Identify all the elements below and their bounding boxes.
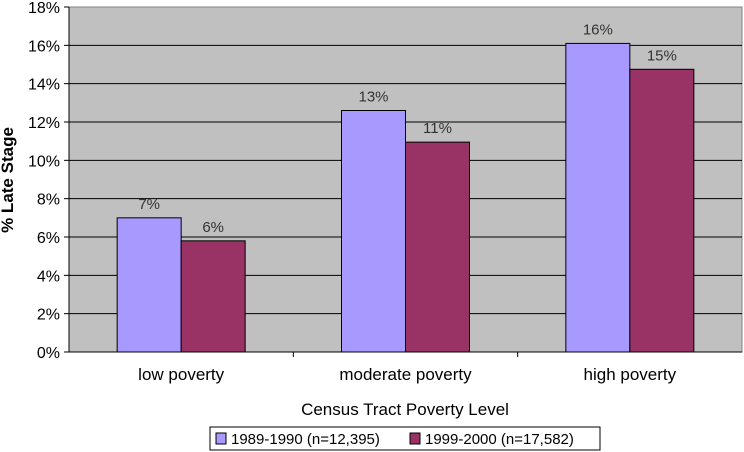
legend-swatch [409, 432, 421, 445]
y-tick-label: 14% [28, 77, 60, 94]
x-category-label: high poverty [584, 365, 677, 384]
y-tick-label: 0% [37, 345, 60, 362]
y-tick-label: 2% [37, 307, 60, 324]
bar-2 [629, 68, 695, 353]
y-tick-label: 18% [28, 0, 60, 17]
data-label: 7% [138, 196, 160, 213]
legend-box [209, 426, 601, 451]
bar-1 [116, 217, 182, 353]
x-category-label: moderate poverty [339, 365, 472, 384]
data-label: 13% [358, 89, 388, 106]
bar-2 [405, 141, 470, 353]
bar-2 [180, 240, 246, 353]
y-axis-title: % Late Stage [0, 127, 17, 233]
y-tick-label: 4% [37, 268, 60, 285]
y-tick-label: 8% [37, 192, 60, 209]
axes [64, 6, 742, 357]
data-label: 6% [202, 219, 224, 236]
labels: 0% 2% 4% 6% 8% 10% 12% 14% 16% 18% 7% 6% low poverty… [28, 0, 677, 384]
y-tick-label: 16% [28, 38, 60, 55]
legend: 1989-1990 (n=12,395) 1999-2000 (n=17,582) [209, 426, 601, 451]
data-label: 11% [423, 120, 452, 137]
x-axis-title: Census Tract Poverty Level [301, 400, 509, 419]
legend-swatch [215, 432, 227, 445]
y-tick-label: 10% [28, 153, 60, 170]
legend-label: 1989-1990 (n=12,395) [231, 431, 380, 448]
bars [116, 42, 695, 353]
data-label: 15% [647, 47, 677, 64]
data-label: 16% [583, 21, 613, 38]
legend-label: 1999-2000 (n=17,582) [425, 431, 574, 448]
x-category-label: low poverty [138, 365, 224, 384]
y-tick-label: 6% [37, 230, 60, 247]
bar-1 [565, 42, 631, 353]
bar-1 [341, 110, 406, 353]
y-tick-label: 12% [28, 115, 60, 132]
